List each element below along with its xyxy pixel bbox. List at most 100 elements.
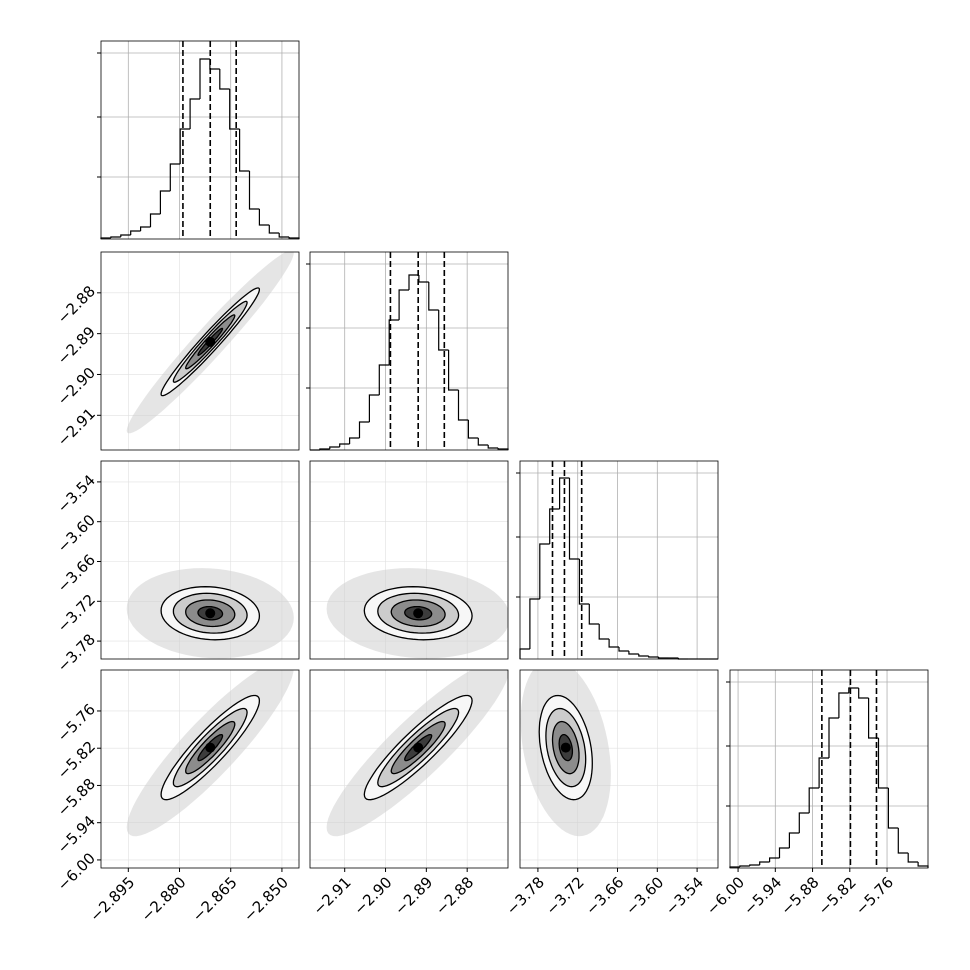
histogram-step	[628, 651, 639, 655]
panel-frame	[100, 40, 300, 240]
x-tick-label: −2.850	[240, 873, 292, 925]
panel-frame	[100, 460, 300, 660]
histogram-step	[408, 274, 419, 290]
histogram-step	[487, 445, 499, 449]
histogram-step	[199, 58, 210, 99]
histogram-step	[828, 717, 839, 758]
histogram-step	[739, 865, 750, 867]
panel-frame	[100, 251, 300, 451]
histogram-step	[110, 236, 121, 238]
panel	[306, 252, 509, 451]
histogram-step	[378, 364, 390, 395]
density-peak	[560, 742, 571, 753]
histogram-step	[388, 319, 400, 365]
histogram-step	[818, 757, 829, 788]
histogram-step	[209, 59, 220, 70]
histogram-step	[189, 98, 200, 129]
histogram-step	[539, 543, 550, 599]
histogram-step	[169, 163, 181, 191]
histogram-step	[149, 213, 161, 227]
histogram-step	[749, 864, 760, 866]
x-tick-label: −6.00	[703, 873, 748, 918]
density-peak	[205, 336, 216, 347]
histogram-step	[808, 787, 820, 813]
x-tick-label: −2.895	[86, 873, 138, 925]
panel	[516, 461, 718, 660]
histogram-step	[529, 598, 540, 649]
histogram-step	[568, 478, 580, 560]
histogram-step	[907, 853, 919, 863]
histogram-step	[769, 857, 780, 862]
panel	[520, 670, 718, 868]
histogram-step	[349, 437, 360, 444]
y-tick-label: −2.90	[54, 364, 99, 409]
histogram-step	[759, 861, 770, 865]
histogram-step	[239, 129, 250, 172]
x-tick-label: −3.78	[503, 873, 548, 918]
panel-frame	[519, 669, 719, 869]
panel	[97, 41, 300, 239]
x-tick-label: −2.91	[309, 873, 354, 918]
histogram-step	[788, 832, 800, 848]
y-tick-label: −5.94	[54, 812, 99, 857]
histogram-step	[179, 128, 191, 164]
x-tick-label: −5.94	[740, 873, 785, 918]
density-peak	[205, 742, 216, 753]
histogram-step	[398, 289, 409, 320]
x-tick-label: −3.60	[622, 873, 667, 918]
x-tick-label: −2.89	[391, 873, 436, 918]
density-peak	[205, 608, 216, 619]
x-tick-label: −2.880	[138, 873, 190, 925]
histogram-step	[358, 421, 370, 438]
y-tick-label: −3.54	[54, 471, 99, 516]
y-tick-label: −2.89	[54, 323, 99, 368]
panel-frame	[729, 669, 929, 869]
x-tick-label: −5.76	[852, 873, 897, 918]
panel-frame	[309, 460, 509, 660]
histogram-step	[457, 390, 469, 421]
density-peak	[413, 742, 424, 753]
y-tick-label: −2.88	[54, 282, 99, 327]
histogram-step	[438, 310, 449, 351]
histogram-step	[618, 647, 629, 652]
histogram-step	[638, 654, 649, 657]
histogram-step	[917, 862, 929, 868]
y-tick-label: −3.78	[54, 630, 99, 675]
density-peak	[413, 608, 424, 619]
histogram-step	[418, 275, 429, 283]
histogram-step	[219, 69, 230, 90]
panel	[310, 461, 508, 659]
histogram-step	[897, 828, 909, 854]
panel-frame	[309, 669, 509, 869]
histogram-step	[477, 438, 489, 446]
y-tick-label: −3.60	[54, 511, 99, 556]
histogram-step	[519, 648, 530, 659]
x-tick-label: −2.865	[189, 873, 241, 925]
histogram-step	[339, 443, 350, 447]
y-tick-label: −3.72	[54, 591, 99, 636]
histogram-step	[608, 639, 619, 648]
panel	[101, 252, 299, 450]
y-tick-label: −2.91	[54, 405, 99, 450]
histogram-step	[838, 692, 849, 718]
x-tick-label: −3.54	[662, 873, 707, 918]
y-tick-label: −5.88	[54, 775, 99, 820]
histogram-step	[549, 508, 560, 544]
histogram-step	[858, 688, 869, 699]
histogram-step	[848, 687, 859, 693]
histogram-step	[887, 788, 899, 829]
histogram-step	[658, 657, 669, 659]
histogram-step	[559, 477, 570, 509]
histogram-step	[140, 226, 151, 231]
x-tick-label: −2.90	[350, 873, 395, 918]
histogram-step	[448, 350, 459, 391]
histogram-step	[229, 89, 240, 130]
histogram-step	[598, 624, 610, 640]
histogram-step	[588, 604, 600, 625]
histogram-step	[278, 233, 290, 238]
histogram-step	[329, 446, 340, 449]
histogram-step	[428, 282, 439, 311]
x-tick-label: −3.66	[582, 873, 627, 918]
panel	[726, 670, 929, 868]
